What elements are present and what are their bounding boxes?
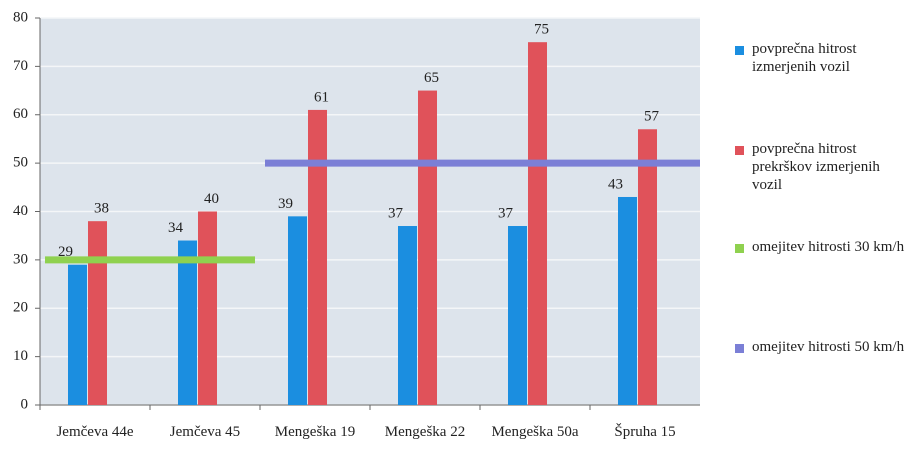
data-label: 75 bbox=[534, 22, 549, 38]
y-tick-label: 0 bbox=[21, 396, 29, 412]
bar bbox=[528, 42, 547, 405]
x-tick-label: Mengeška 19 bbox=[274, 424, 356, 440]
bar bbox=[618, 196, 637, 405]
data-label: 34 bbox=[168, 220, 184, 236]
bar bbox=[398, 226, 417, 405]
x-tick-label: Jemčeva 45 bbox=[169, 424, 241, 440]
y-tick-label: 30 bbox=[13, 251, 28, 267]
legend-swatch bbox=[735, 46, 744, 55]
data-label: 57 bbox=[644, 109, 660, 125]
bar bbox=[68, 264, 87, 405]
y-tick-label: 60 bbox=[13, 106, 28, 122]
data-label: 39 bbox=[278, 196, 293, 212]
bar bbox=[508, 226, 527, 405]
legend-label: povprečna hitrost izmerjenih vozil bbox=[752, 41, 857, 75]
data-label: 37 bbox=[388, 205, 404, 221]
bar bbox=[308, 109, 327, 405]
data-label: 38 bbox=[94, 201, 109, 217]
data-label: 29 bbox=[58, 244, 73, 260]
legend-swatch bbox=[735, 146, 744, 155]
bar bbox=[638, 129, 657, 405]
y-tick-label: 40 bbox=[13, 203, 28, 219]
legend-label: povprečna hitrost prekrškov izmerjenih v… bbox=[752, 141, 880, 193]
legend-label: omejitev hitrosti 30 km/h bbox=[752, 239, 905, 255]
data-label: 61 bbox=[314, 89, 329, 105]
x-tick-label: Špruha 15 bbox=[614, 424, 676, 440]
bar bbox=[288, 216, 307, 405]
y-tick-label: 50 bbox=[13, 155, 28, 171]
legend-swatch bbox=[735, 244, 744, 253]
legend-swatch bbox=[735, 344, 744, 353]
bar bbox=[88, 221, 107, 405]
legend-label: omejitev hitrosti 50 km/h bbox=[752, 339, 905, 355]
bar bbox=[178, 240, 197, 405]
data-label: 65 bbox=[424, 70, 439, 86]
bar bbox=[418, 90, 437, 405]
y-tick-label: 70 bbox=[13, 58, 28, 74]
bar bbox=[198, 211, 217, 405]
data-label: 37 bbox=[498, 205, 514, 221]
y-tick-label: 80 bbox=[13, 9, 28, 25]
y-tick-label: 10 bbox=[13, 348, 28, 364]
y-tick-label: 20 bbox=[13, 300, 28, 316]
x-tick-label: Mengeška 50a bbox=[491, 424, 579, 440]
data-label: 40 bbox=[204, 191, 219, 207]
data-label: 43 bbox=[608, 176, 623, 192]
x-tick-label: Mengeška 22 bbox=[384, 424, 466, 440]
x-tick-label: Jemčeva 44e bbox=[56, 424, 134, 440]
